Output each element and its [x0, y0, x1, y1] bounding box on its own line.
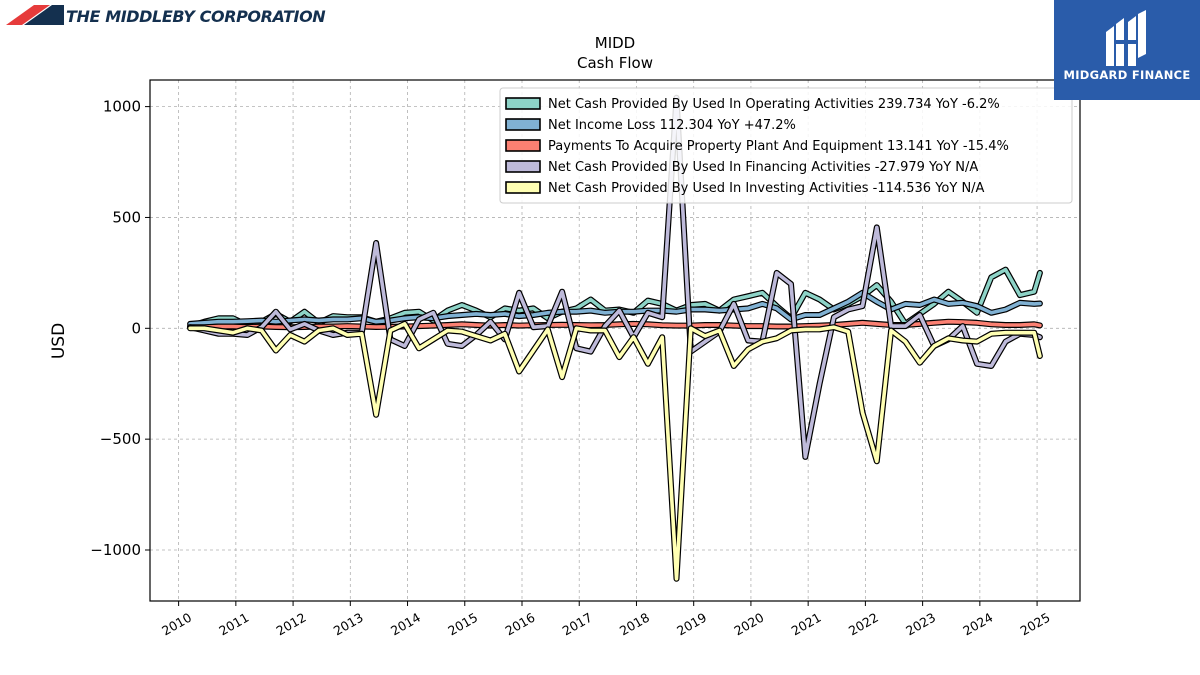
brand-logo-icon: [1106, 10, 1146, 66]
series-line: [188, 322, 1042, 581]
x-tick-label: 2020: [731, 610, 766, 639]
x-tick-label: 2025: [1018, 610, 1053, 639]
x-tick-label: 2014: [388, 610, 423, 639]
legend-swatch: [505, 118, 541, 131]
x-tick-label: 2013: [331, 610, 366, 639]
x-axis: 2010 2011 2012 2013 2014 2015 2016 2017 2018 2019…: [159, 601, 1053, 639]
series-line: [188, 95, 1042, 459]
legend-label: Payments To Acquire Property Plant And E…: [548, 139, 1009, 154]
legend-swatch: [505, 139, 541, 152]
series-4: [187, 94, 1043, 460]
y-axis: −1000 −500 0 500 1000: [90, 98, 150, 559]
x-tick-label: 2023: [903, 610, 938, 639]
x-tick-label: 2022: [846, 610, 881, 639]
legend: Net Cash Provided By Used In Operating A…: [499, 87, 1073, 204]
chart-title: MIDD: [595, 34, 635, 52]
y-tick-label: 0: [131, 319, 141, 337]
legend-label: Net Cash Provided By Used In Investing A…: [548, 181, 985, 196]
legend-swatch: [505, 97, 541, 110]
legend-swatch: [505, 181, 541, 194]
x-tick-label: 2015: [445, 610, 480, 639]
chart-subtitle: Cash Flow: [577, 54, 653, 72]
brand-badge: MIDGARD FINANCE: [1054, 0, 1200, 100]
brand-name: MIDGARD FINANCE: [1063, 68, 1191, 82]
y-axis-label: USD: [49, 323, 69, 359]
legend-label: Net Cash Provided By Used In Financing A…: [548, 160, 978, 175]
x-tick-label: 2018: [617, 610, 652, 639]
y-tick-label: −500: [100, 430, 141, 448]
x-tick-label: 2010: [159, 610, 194, 639]
legend-swatch: [505, 160, 541, 173]
x-tick-label: 2019: [674, 610, 709, 639]
axes-frame: [149, 79, 1081, 602]
legend-label: Net Cash Provided By Used In Operating A…: [548, 97, 1000, 112]
legend-box: [499, 87, 1073, 204]
series-line-outline: [187, 320, 1043, 582]
x-tick-label: 2024: [960, 610, 995, 639]
y-tick-label: −1000: [90, 541, 141, 559]
series-5: [187, 320, 1043, 582]
x-tick-label: 2011: [216, 610, 251, 639]
x-tick-label: 2017: [560, 610, 595, 639]
legend-label: Net Income Loss 112.304 YoY +47.2%: [548, 118, 796, 133]
y-tick-label: 1000: [103, 98, 141, 116]
x-tick-label: 2021: [789, 610, 824, 639]
y-tick-label: 500: [112, 208, 141, 226]
x-tick-label: 2012: [274, 610, 309, 639]
company-logo-icon: [6, 5, 64, 25]
x-tick-label: 2016: [502, 610, 537, 639]
company-name: THE MIDDLEBY CORPORATION: [66, 7, 326, 26]
series-layer: [187, 94, 1043, 582]
